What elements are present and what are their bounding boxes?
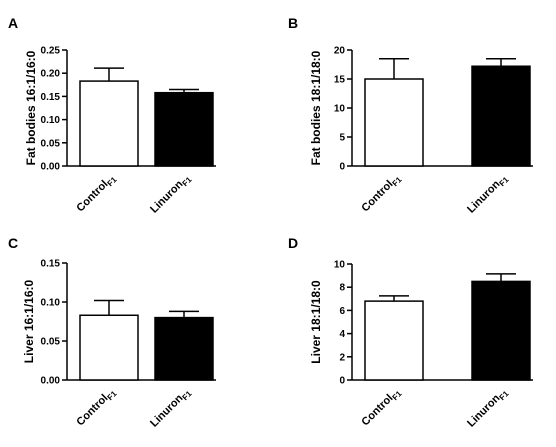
chart-panel-c: C Liver 16:1/16:0 0.00 0.05 0.10 0.15 ControlF… xyxy=(8,235,216,431)
panel-d-category-label-control: ControlF1 xyxy=(359,385,404,430)
panel-b-category-label-control: ControlF1 xyxy=(359,171,404,216)
panel-d-y-tick-label: 4 xyxy=(339,329,345,340)
panel-c-bar-control xyxy=(79,314,139,381)
panel-a-y-tick-label: 0.15 xyxy=(41,92,61,103)
panel-a-y-tick-label: 0.25 xyxy=(41,46,61,57)
panel-b-y-tick-label: 5 xyxy=(339,133,345,144)
panel-d-y-axis-label: Liver 18:1/18:0 xyxy=(309,280,323,364)
panel-a-y-tick-label: 0.20 xyxy=(41,69,61,80)
panel-b-letter: B xyxy=(288,15,298,31)
panel-b-y-tick-label: 20 xyxy=(334,46,346,57)
panel-b-y-tick-label: 0 xyxy=(339,162,345,173)
panel-d-letter: D xyxy=(288,235,298,251)
panel-c-y-tick-label: 0.15 xyxy=(41,259,61,270)
panel-c-y-tick-label: 0.10 xyxy=(41,298,61,309)
panel-d-bar-control xyxy=(364,300,424,381)
chart-panel-d: D Liver 18:1/18:0 0 2 4 6 8 10 ControlF1 LinuronF… xyxy=(288,235,533,431)
panel-a-y-tick-label: 0.00 xyxy=(41,162,61,173)
panel-a-bar-control xyxy=(79,80,139,167)
panel-b-y-tick-label: 15 xyxy=(334,75,346,86)
panel-c-y-tick-label: 0.05 xyxy=(41,337,61,348)
chart-panel-a: A Fat bodies 16:1/16:00.00 0.05 0.10 0.15 0.2… xyxy=(8,15,216,217)
panel-b-bar-linuron xyxy=(471,65,531,167)
panel-b-y-axis-label: Fat bodies 18:1/18:0 xyxy=(309,50,323,165)
panel-d-y-tick-label: 6 xyxy=(339,306,345,317)
panel-c-y-axis-label: Liver 16:1/16:0 xyxy=(22,279,36,363)
panel-c-category-label-control: ControlF1 xyxy=(74,385,119,430)
panel-a-category-label-control: ControlF1 xyxy=(74,171,119,216)
panel-c-y-tick-label: 0.00 xyxy=(41,376,61,387)
panel-a-bar-linuron xyxy=(154,91,214,167)
panel-a-y-axis-label: Fat bodies 16:1/16:0 xyxy=(24,50,38,165)
panel-c-letter: C xyxy=(8,235,18,251)
panel-b-y-tick-label: 10 xyxy=(334,104,346,115)
panel-c-bar-linuron xyxy=(154,316,214,381)
panel-d-y-tick-label: 8 xyxy=(339,283,345,294)
panel-d-y-tick-label: 2 xyxy=(339,352,345,363)
panel-d-y-tick-label: 10 xyxy=(334,260,346,271)
panel-b-bar-control xyxy=(364,78,424,167)
panel-d-y-tick-label: 0 xyxy=(339,376,345,387)
panel-a-y-tick-label: 0.05 xyxy=(41,138,61,149)
panel-a-category-label-linuron: LinuronF1 xyxy=(148,171,194,217)
panel-c-category-label-linuron: LinuronF1 xyxy=(148,385,194,431)
chart-panel-b: B Fat bodies 18:1/18:0 0 5 10 15 20 ControlF1 Li… xyxy=(288,15,533,217)
panel-a-letter: A xyxy=(8,15,18,31)
panel-a-y-tick-label: 0.10 xyxy=(41,115,61,126)
panel-d-category-label-linuron: LinuronF1 xyxy=(465,385,511,431)
panel-d-bar-linuron xyxy=(471,280,531,381)
panel-b-category-label-linuron: LinuronF1 xyxy=(465,171,511,217)
